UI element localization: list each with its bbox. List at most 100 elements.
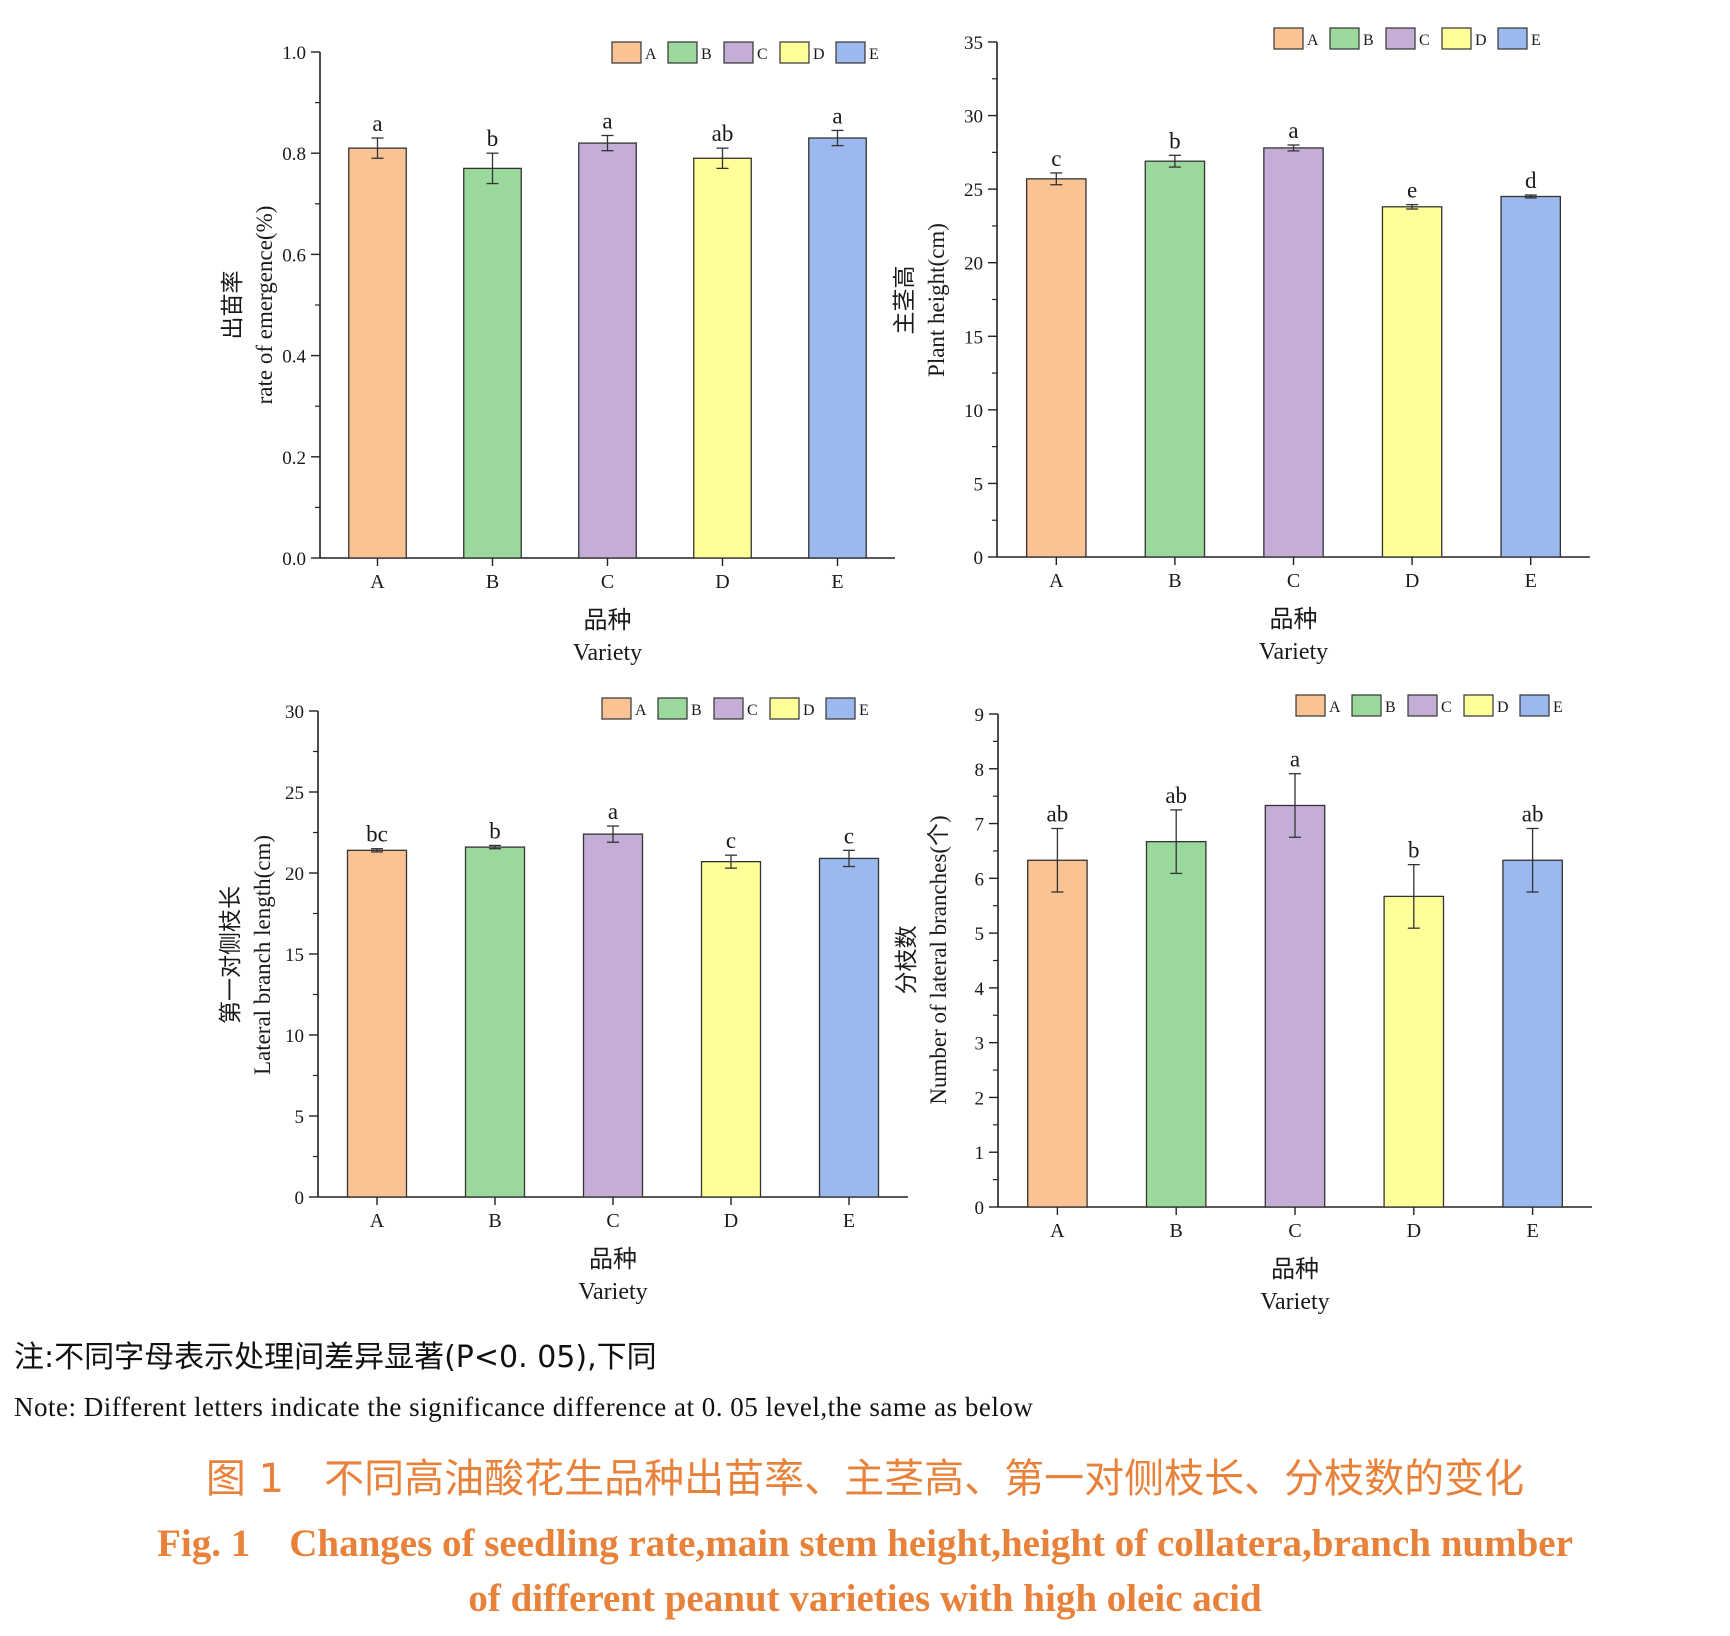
significance-letter-A: c [1051, 146, 1061, 171]
bar-D [1383, 895, 1445, 1208]
y-tick-label: 1 [975, 1143, 985, 1164]
x-tick-label-A: A [1049, 570, 1064, 592]
figure-caption-english-line2: of different peanut varieties with high … [468, 1577, 1262, 1620]
figure-caption-chinese: 图 1 不同高油酸花生品种出苗率、主茎高、第一对侧枝长、分枝数的变化 [205, 1456, 1525, 1502]
y-tick-label: 7 [975, 815, 985, 836]
x-tick-label-D: D [724, 1210, 738, 1232]
y-tick-label: 25 [285, 783, 304, 804]
x-tick-label-E: E [1526, 1220, 1538, 1242]
significance-letter-C: a [608, 799, 618, 824]
legend-swatch-A [611, 41, 642, 64]
y-tick-label: 4 [975, 979, 985, 1000]
legend-label-E: E [1553, 699, 1563, 716]
y-axis-title-cn: 主茎高 [892, 266, 917, 335]
note-english: Note: Different letters indicate the sig… [14, 1392, 1034, 1422]
x-axis-title: Variety [1260, 1289, 1329, 1315]
legend-label-D: D [803, 702, 815, 719]
legend: A B C D E [611, 41, 879, 64]
x-tick-label-C: C [601, 571, 614, 593]
x-tick-label-B: B [488, 1210, 501, 1232]
y-tick-label: 5 [295, 1107, 305, 1128]
y-axis-title-group: 主茎高 Plant height(cm) [892, 223, 949, 377]
bar-E [808, 137, 867, 559]
legend-swatch-C [1407, 694, 1438, 717]
x-axis-title-cn: 品种 [1271, 1256, 1319, 1283]
legend-swatch-D [1463, 694, 1494, 717]
x-tick-label-B: B [486, 571, 499, 593]
bar-E [1500, 195, 1562, 558]
significance-letter-A: bc [366, 822, 388, 847]
bar-A [348, 147, 407, 559]
y-tick-label: 6 [975, 869, 985, 890]
legend-swatch-D [1441, 27, 1472, 50]
y-axis-title: rate of emergence(%) [252, 206, 277, 405]
x-tick-label-A: A [370, 571, 385, 593]
significance-letter-A: ab [1047, 801, 1069, 826]
x-tick-label-C: C [1287, 570, 1300, 592]
y-axis-title-cn: 第一对侧枝长 [218, 886, 243, 1024]
significance-letter-E: d [1525, 168, 1537, 193]
significance-letter-D: ab [712, 121, 734, 146]
bar-D [1381, 206, 1443, 558]
y-tick-label: 0.4 [282, 347, 306, 368]
bar-B [1144, 160, 1206, 558]
legend-swatch-B [1351, 694, 1382, 717]
x-tick-label-B: B [1168, 570, 1181, 592]
chart-panel-2: 0 5 10 15 20 25 30 35 c Ab Ba Ce Dd E 品种 Variety 主茎高 Plan… [892, 27, 1590, 665]
bar-B [463, 167, 522, 559]
legend-label-D: D [1497, 699, 1509, 716]
significance-letter-E: a [832, 103, 842, 128]
legend-label-B: B [1385, 699, 1396, 716]
legend-swatch-B [1329, 27, 1360, 50]
legend-label-A: A [1329, 699, 1341, 716]
y-tick-label: 15 [285, 945, 304, 966]
legend-label-D: D [813, 46, 825, 63]
y-axis-title-group: 分枝数 Number of lateral branches(个) [894, 815, 951, 1104]
legend: A B C D E [601, 697, 869, 720]
chart-panel-4: 0 1 2 3 4 5 6 7 8 9 ab Aab Ba Cb Dab E 品种 Variety 分枝数 Numbe… [894, 694, 1592, 1315]
y-tick-label: 30 [285, 702, 304, 723]
legend-swatch-A [1295, 694, 1326, 717]
y-tick-label: 20 [285, 864, 304, 885]
y-axis-title-cn: 出苗率 [220, 271, 245, 340]
significance-letter-B: b [1169, 128, 1181, 153]
y-tick-label: 0.0 [282, 549, 306, 570]
legend-swatch-E [1497, 27, 1528, 50]
legend-label-E: E [1531, 32, 1541, 49]
legend-swatch-C [1385, 27, 1416, 50]
legend-label-A: A [645, 46, 657, 63]
significance-letter-D: c [726, 828, 736, 853]
x-tick-label-C: C [606, 1210, 619, 1232]
figure-caption-english-line1: Fig. 1 Changes of seedling rate,main ste… [157, 1522, 1573, 1565]
legend: A B C D E [1295, 694, 1563, 717]
x-axis-title: Variety [1259, 639, 1328, 665]
significance-letter-C: a [602, 108, 612, 133]
significance-letter-D: e [1407, 178, 1417, 203]
bar-A [1027, 859, 1088, 1208]
significance-letter-E: ab [1522, 801, 1544, 826]
bar-D [700, 861, 762, 1198]
x-axis-title-cn: 品种 [584, 607, 632, 634]
bar-C [578, 142, 637, 559]
y-tick-label: 10 [964, 401, 983, 422]
legend-label-A: A [1307, 32, 1319, 49]
x-tick-label-C: C [1288, 1220, 1301, 1242]
y-tick-label: 0.2 [282, 448, 306, 469]
bar-B [464, 846, 526, 1198]
y-axis-title: Lateral branch length(cm) [250, 835, 275, 1075]
x-tick-label-D: D [715, 571, 729, 593]
figure-panel-grid: 0.00.20.40.60.81.0aAbBaCabDaE品种Variety出苗… [218, 27, 1592, 1315]
y-tick-label: 3 [975, 1034, 985, 1055]
legend-label-B: B [1363, 32, 1374, 49]
y-axis-title: Number of lateral branches(个) [926, 815, 951, 1104]
bar-A [1026, 178, 1087, 558]
legend-swatch-D [769, 697, 800, 720]
legend-swatch-C [723, 41, 754, 64]
legend-swatch-A [1273, 27, 1304, 50]
bar-C [1264, 804, 1326, 1208]
y-tick-label: 25 [964, 180, 983, 201]
x-tick-label-E: E [1525, 570, 1537, 592]
significance-letter-B: ab [1165, 783, 1187, 808]
y-tick-label: 10 [285, 1026, 304, 1047]
significance-letter-C: a [1290, 747, 1300, 772]
